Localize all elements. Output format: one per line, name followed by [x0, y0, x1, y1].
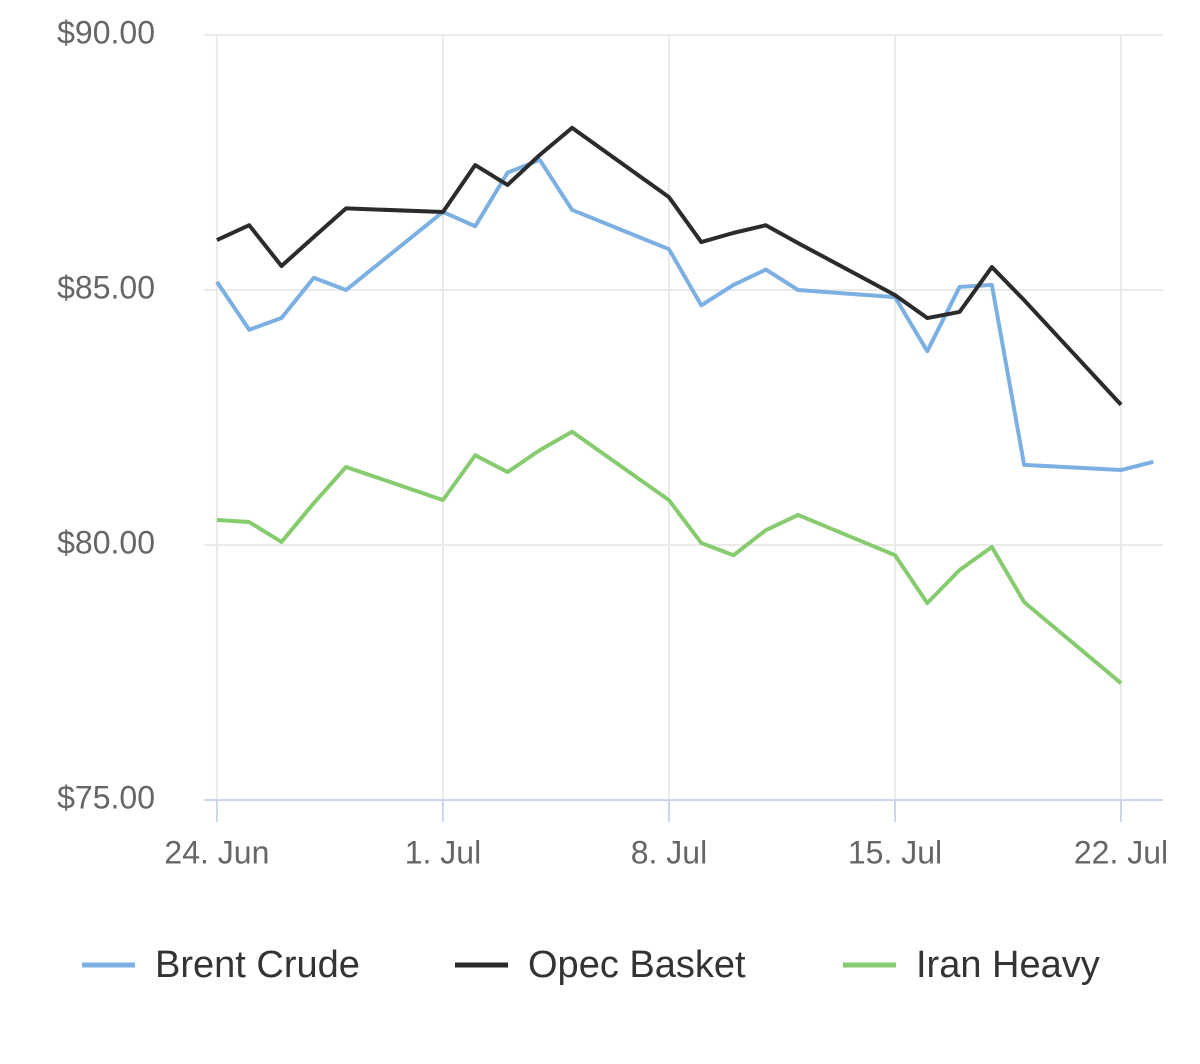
legend-label: Opec Basket — [528, 944, 746, 986]
x-tick-label: 22. Jul — [1074, 834, 1168, 870]
y-tick-label: $80.00 — [57, 524, 155, 560]
y-tick-label: $85.00 — [57, 269, 155, 305]
x-tick-label: 8. Jul — [631, 834, 707, 870]
series-line — [216, 125, 1123, 407]
series-line — [215, 157, 1154, 473]
x-tick-label: 24. Jun — [164, 834, 269, 870]
x-tick-label: 15. Jul — [848, 834, 942, 870]
y-tick-label: $75.00 — [57, 779, 155, 815]
legend-label: Iran Heavy — [916, 944, 1100, 986]
y-tick-label: $90.00 — [57, 14, 155, 50]
x-tick-label: 1. Jul — [405, 834, 481, 870]
series-line — [216, 429, 1123, 685]
legend-label: Brent Crude — [155, 944, 360, 986]
